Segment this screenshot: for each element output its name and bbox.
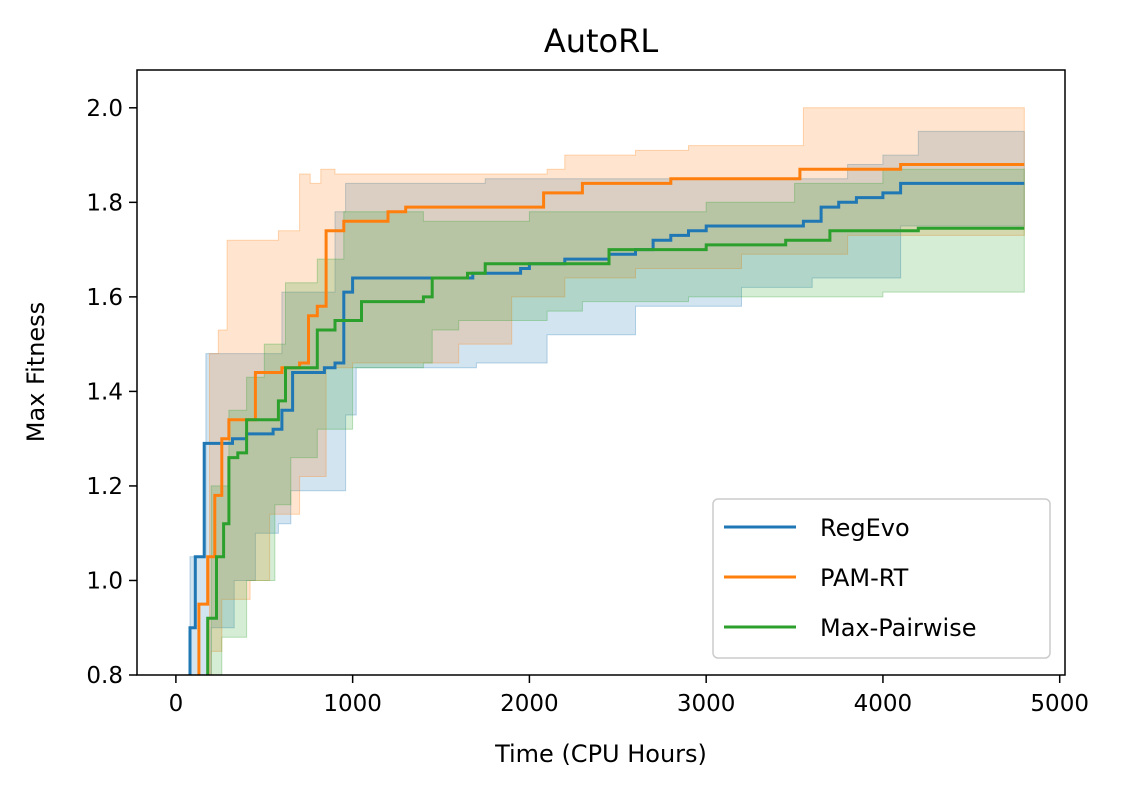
y-axis: 0.8 1.0 1.2 1.4 1.6 1.8 2.0 bbox=[86, 96, 137, 689]
legend-label-1: PAM-RT bbox=[820, 564, 909, 592]
plot-frame bbox=[136, 69, 1066, 676]
legend-box bbox=[712, 498, 1051, 659]
x-tick-label: 3000 bbox=[677, 691, 736, 717]
y-tick-label: 0.8 bbox=[86, 663, 123, 689]
x-axis-label: Time (CPU Hours) bbox=[494, 740, 707, 768]
y-tick-label: 1.6 bbox=[86, 285, 123, 311]
x-tick-label: 1000 bbox=[323, 691, 382, 717]
y-tick-label: 2.0 bbox=[86, 96, 123, 122]
x-tick-label: 4000 bbox=[854, 691, 913, 717]
chart-title: AutoRL bbox=[544, 22, 659, 60]
y-tick-label: 1.4 bbox=[86, 379, 123, 405]
band-0 bbox=[184, 130, 1025, 675]
x-tick-label: 2000 bbox=[500, 691, 559, 717]
y-tick-label: 1.2 bbox=[86, 474, 123, 500]
series-lines bbox=[188, 163, 1025, 675]
series-line-0 bbox=[188, 181, 1025, 675]
legend: RegEvo PAM-RT Max-Pairwise bbox=[712, 498, 1051, 659]
y-tick-label: 1.8 bbox=[86, 190, 123, 216]
legend-label-2: Max-Pairwise bbox=[820, 614, 976, 642]
legend-label-0: RegEvo bbox=[820, 514, 910, 542]
y-axis-label: Max Fitness bbox=[22, 302, 50, 442]
y-tick-label: 1.0 bbox=[86, 568, 123, 594]
x-tick-label: 5000 bbox=[1030, 691, 1089, 717]
series-line-1 bbox=[197, 163, 1025, 675]
band-2 bbox=[201, 168, 1025, 675]
x-tick-label: 0 bbox=[169, 691, 184, 717]
x-axis: 0 1000 2000 3000 4000 5000 bbox=[169, 675, 1089, 717]
band-1 bbox=[191, 107, 1025, 675]
confidence-bands bbox=[184, 107, 1025, 675]
series-line-2 bbox=[206, 226, 1025, 675]
